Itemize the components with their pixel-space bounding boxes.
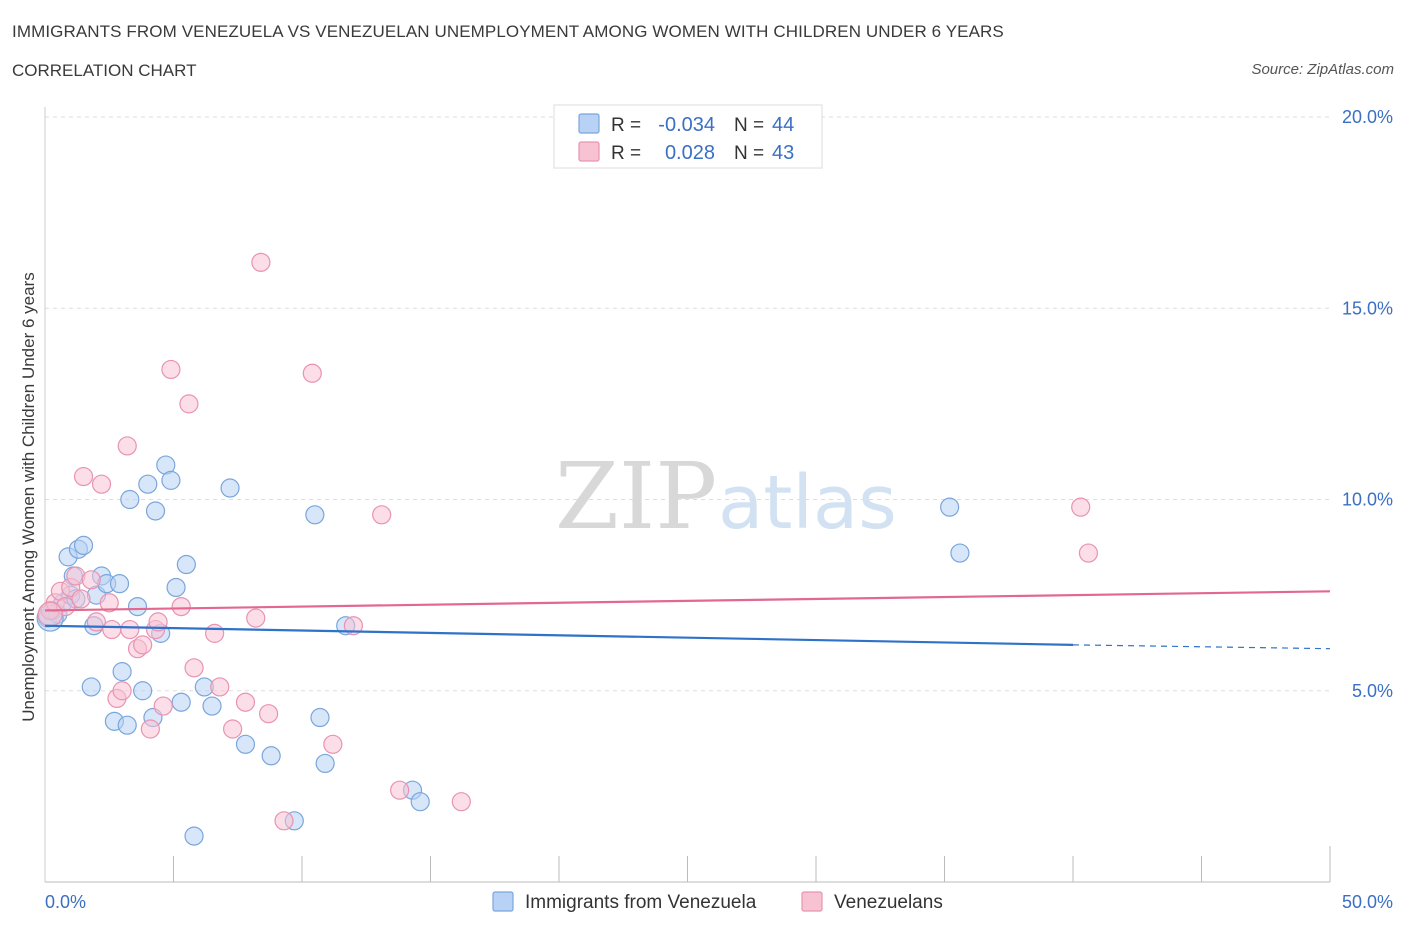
data-point bbox=[140, 719, 160, 739]
data-point bbox=[202, 696, 222, 716]
data-point bbox=[81, 570, 101, 590]
chart-subtitle: CORRELATION CHART bbox=[12, 61, 197, 80]
data-point bbox=[91, 474, 112, 494]
data-point bbox=[117, 436, 137, 456]
stats-swatch-pink bbox=[578, 141, 600, 162]
stats-n-value-pink: 43 bbox=[772, 142, 794, 164]
data-point bbox=[410, 792, 430, 812]
data-point bbox=[37, 601, 63, 627]
data-point bbox=[184, 658, 204, 678]
data-point bbox=[210, 677, 230, 697]
data-point bbox=[81, 677, 101, 697]
data-point bbox=[171, 692, 191, 712]
data-point bbox=[120, 489, 140, 510]
watermark-zip: ZIP bbox=[555, 443, 717, 550]
legend-label-immigrants: Immigrants from Venezuela bbox=[525, 892, 757, 913]
legend-swatch-venezuelans bbox=[801, 891, 823, 912]
data-point bbox=[120, 619, 140, 640]
data-point bbox=[310, 707, 330, 728]
data-point bbox=[153, 696, 173, 716]
data-point bbox=[390, 780, 410, 800]
data-point bbox=[133, 635, 153, 655]
data-point bbox=[235, 692, 256, 712]
trend-line-venezuelans bbox=[44, 590, 1331, 612]
data-point bbox=[161, 359, 181, 380]
data-point bbox=[235, 734, 256, 754]
data-point bbox=[274, 811, 294, 831]
data-point bbox=[451, 792, 471, 812]
data-point bbox=[138, 474, 158, 494]
stats-r-label-pink: R = bbox=[611, 143, 641, 164]
chart-title: IMMIGRANTS FROM VENEZUELA VS VENEZUELAN … bbox=[12, 22, 1004, 41]
stats-legend: R = -0.034 N = 44 R = 0.028 N = 43 bbox=[553, 104, 823, 169]
y-tick-label: 20.0% bbox=[1342, 107, 1393, 127]
data-point bbox=[99, 593, 119, 613]
watermark: ZIP atlas bbox=[555, 443, 897, 550]
data-point bbox=[1071, 497, 1091, 517]
data-point bbox=[71, 589, 91, 609]
y-tick-labels: 5.0% 10.0% 15.0% 20.0% bbox=[1342, 107, 1393, 701]
y-axis-label: Unemployment Among Women with Children U… bbox=[19, 272, 38, 721]
data-point bbox=[176, 554, 196, 575]
data-point bbox=[261, 746, 281, 766]
data-point bbox=[148, 612, 168, 632]
data-point bbox=[112, 681, 132, 701]
data-point bbox=[184, 826, 204, 846]
data-point bbox=[102, 619, 122, 640]
x-tick-label: 0.0% bbox=[45, 892, 86, 912]
data-point bbox=[323, 734, 343, 754]
data-point bbox=[112, 662, 132, 682]
source-credit: Source: ZipAtlas.com bbox=[1251, 61, 1394, 78]
trend-line-immigrants-extension bbox=[1072, 644, 1331, 650]
data-point bbox=[251, 252, 271, 272]
data-point bbox=[161, 470, 181, 490]
trend-lines bbox=[44, 590, 1331, 650]
stats-swatch-blue bbox=[578, 113, 600, 134]
data-point bbox=[109, 574, 130, 594]
data-point bbox=[127, 596, 148, 617]
data-point bbox=[1078, 543, 1099, 563]
y-tick-label: 5.0% bbox=[1352, 681, 1393, 701]
legend-label-venezuelans: Venezuelans bbox=[834, 892, 943, 913]
stats-n-value-blue: 44 bbox=[772, 114, 794, 136]
stats-r-label-blue: R = bbox=[611, 115, 641, 136]
watermark-atlas: atlas bbox=[718, 460, 897, 546]
data-point bbox=[302, 363, 322, 383]
series-venezuelans-points bbox=[37, 252, 1099, 831]
data-point bbox=[220, 478, 240, 498]
data-point bbox=[166, 577, 186, 598]
data-point bbox=[246, 608, 266, 628]
stats-r-value-blue: -0.034 bbox=[658, 114, 715, 136]
data-point bbox=[73, 466, 94, 487]
data-point bbox=[372, 505, 392, 525]
data-point bbox=[223, 719, 243, 739]
x-tick-labels: 0.0% 50.0% bbox=[45, 892, 1393, 912]
data-point bbox=[315, 753, 335, 774]
data-point bbox=[73, 535, 94, 556]
data-point bbox=[343, 616, 363, 636]
stats-n-label-pink: N = bbox=[734, 143, 764, 164]
data-point bbox=[205, 623, 225, 643]
axes bbox=[44, 107, 1331, 883]
data-point bbox=[171, 596, 191, 617]
data-point bbox=[950, 543, 970, 563]
data-point bbox=[305, 505, 325, 525]
y-tick-label: 10.0% bbox=[1342, 490, 1393, 510]
data-point bbox=[258, 704, 279, 724]
trend-line-immigrants bbox=[44, 624, 1074, 646]
stats-n-label-blue: N = bbox=[734, 115, 764, 136]
data-point bbox=[133, 681, 153, 701]
y-tick-label: 15.0% bbox=[1342, 298, 1393, 318]
stats-r-value-pink: 0.028 bbox=[665, 142, 715, 164]
data-point bbox=[179, 394, 199, 414]
data-point bbox=[940, 497, 960, 517]
gridlines bbox=[45, 116, 1330, 692]
x-tick-label: 50.0% bbox=[1342, 892, 1393, 912]
legend-swatch-immigrants bbox=[492, 891, 514, 912]
data-point bbox=[117, 715, 137, 735]
series-legend: Immigrants from Venezuela Venezuelans bbox=[492, 891, 943, 913]
data-point bbox=[145, 501, 166, 521]
